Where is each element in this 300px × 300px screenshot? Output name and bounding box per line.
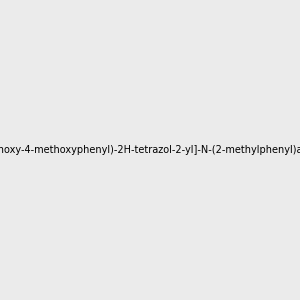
Text: 2-[5-(3-ethoxy-4-methoxyphenyl)-2H-tetrazol-2-yl]-N-(2-methylphenyl)acetamide: 2-[5-(3-ethoxy-4-methoxyphenyl)-2H-tetra… [0, 145, 300, 155]
